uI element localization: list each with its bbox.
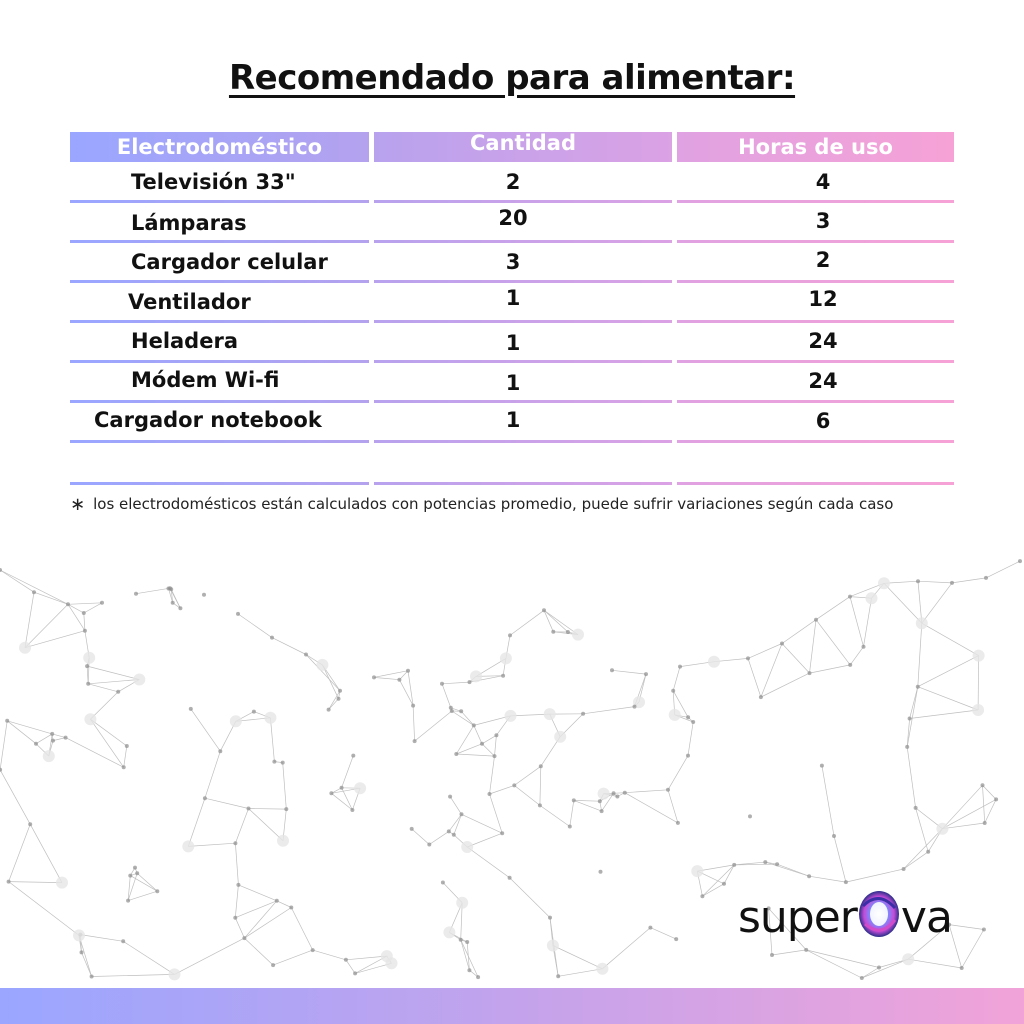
row-divider — [374, 482, 672, 485]
row-name: Cargador celular — [131, 250, 328, 274]
logo-text-end: va — [900, 892, 953, 943]
header-cantidad: Cantidad — [374, 131, 672, 162]
row-divider — [70, 280, 369, 283]
footnote: ∗ los electrodomésticos están calculados … — [70, 493, 894, 515]
row-divider — [374, 440, 672, 443]
page-title: Recomendado para alimentar: — [228, 58, 796, 98]
row-divider — [677, 400, 954, 403]
row-divider — [374, 320, 672, 323]
header-electrodomestico: Electrodoméstico — [70, 132, 369, 162]
footnote-text: los electrodomésticos están calculados c… — [93, 495, 894, 513]
row-divider — [677, 482, 954, 485]
row-divider — [374, 200, 672, 203]
row-cantidad: 1 — [505, 408, 521, 432]
row-cantidad: 1 — [505, 331, 521, 355]
row-cantidad: 1 — [505, 371, 521, 395]
row-name: Cargador notebook — [94, 408, 322, 432]
asterisk-icon: ∗ — [70, 494, 86, 515]
swirl-icon — [857, 891, 901, 938]
row-divider — [70, 200, 369, 203]
row-cantidad: 20 — [498, 206, 528, 230]
supernova-logo: super va — [738, 891, 953, 943]
row-cantidad: 2 — [505, 170, 521, 194]
row-divider — [70, 440, 369, 443]
network-mesh-background — [0, 559, 1022, 981]
row-cantidad: 1 — [505, 286, 521, 310]
row-divider — [70, 482, 369, 485]
row-name: Ventilador — [128, 290, 251, 314]
row-divider — [70, 320, 369, 323]
row-horas: 24 — [808, 369, 838, 393]
row-divider — [70, 400, 369, 403]
header-horas-de-uso: Horas de uso — [677, 132, 954, 162]
row-divider — [677, 240, 954, 243]
row-horas: 2 — [815, 248, 831, 272]
row-horas: 24 — [808, 329, 838, 353]
row-divider — [677, 280, 954, 283]
bottom-gradient-bar — [0, 988, 1024, 1024]
row-name: Lámparas — [131, 211, 247, 235]
row-divider — [374, 280, 672, 283]
row-divider — [374, 360, 672, 363]
row-horas: 4 — [815, 170, 831, 194]
row-divider — [374, 240, 672, 243]
row-name: Televisión 33" — [131, 170, 296, 194]
logo-text-start: super — [738, 892, 858, 943]
row-horas: 12 — [808, 287, 838, 311]
row-divider — [677, 200, 954, 203]
row-name: Módem Wi-fi — [131, 368, 280, 392]
row-divider — [374, 400, 672, 403]
row-divider — [70, 360, 369, 363]
row-divider — [677, 440, 954, 443]
row-divider — [677, 320, 954, 323]
row-name: Heladera — [131, 329, 238, 353]
row-cantidad: 3 — [505, 250, 521, 274]
row-horas: 6 — [815, 409, 831, 433]
row-divider — [70, 240, 369, 243]
row-divider — [677, 360, 954, 363]
row-horas: 3 — [815, 209, 831, 233]
